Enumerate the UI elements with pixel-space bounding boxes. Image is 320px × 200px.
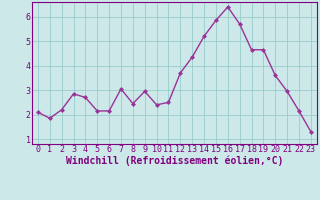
X-axis label: Windchill (Refroidissement éolien,°C): Windchill (Refroidissement éolien,°C): [66, 156, 283, 166]
